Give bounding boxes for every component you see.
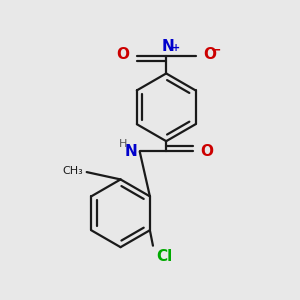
Text: −: − (210, 44, 221, 57)
Text: O: O (200, 144, 213, 159)
Text: N: N (161, 39, 174, 54)
Text: O: O (203, 47, 216, 62)
Text: CH₃: CH₃ (62, 166, 83, 176)
Text: H: H (119, 139, 128, 149)
Text: O: O (116, 47, 129, 62)
Text: N: N (124, 144, 137, 159)
Text: Cl: Cl (156, 249, 172, 264)
Text: +: + (172, 44, 180, 53)
